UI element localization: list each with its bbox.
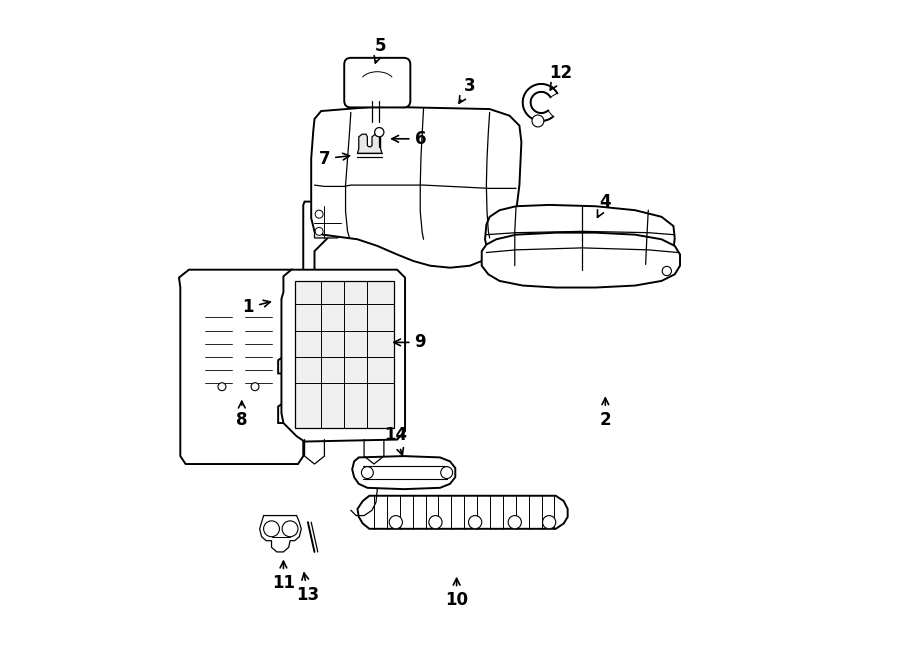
Circle shape xyxy=(374,128,384,137)
Text: 12: 12 xyxy=(550,63,572,90)
Circle shape xyxy=(362,467,374,479)
Text: 9: 9 xyxy=(394,333,426,352)
Circle shape xyxy=(315,210,323,218)
Text: 14: 14 xyxy=(384,426,408,455)
Polygon shape xyxy=(485,205,675,271)
Text: 11: 11 xyxy=(272,561,295,592)
Circle shape xyxy=(315,227,323,235)
Circle shape xyxy=(532,115,544,127)
Circle shape xyxy=(251,383,259,391)
Polygon shape xyxy=(294,281,394,428)
Text: 5: 5 xyxy=(374,37,386,63)
Polygon shape xyxy=(311,107,521,268)
FancyBboxPatch shape xyxy=(344,58,410,107)
Polygon shape xyxy=(259,516,302,552)
Text: 10: 10 xyxy=(446,578,468,609)
Circle shape xyxy=(508,516,521,529)
Circle shape xyxy=(543,516,556,529)
Text: 7: 7 xyxy=(319,149,349,168)
Circle shape xyxy=(264,521,280,537)
Text: 13: 13 xyxy=(296,573,320,604)
Text: 3: 3 xyxy=(459,77,475,103)
Text: 8: 8 xyxy=(236,401,248,429)
Circle shape xyxy=(389,516,402,529)
Circle shape xyxy=(662,266,671,276)
Text: 6: 6 xyxy=(392,130,426,148)
Polygon shape xyxy=(482,233,680,288)
Circle shape xyxy=(428,516,442,529)
Circle shape xyxy=(282,521,298,537)
Polygon shape xyxy=(282,270,405,442)
Polygon shape xyxy=(352,456,455,489)
Polygon shape xyxy=(179,270,303,464)
Polygon shape xyxy=(523,84,557,121)
Text: 1: 1 xyxy=(243,298,270,317)
Polygon shape xyxy=(357,496,568,529)
Text: 4: 4 xyxy=(598,192,611,217)
Polygon shape xyxy=(314,206,341,238)
Circle shape xyxy=(441,467,453,479)
Polygon shape xyxy=(303,202,328,278)
Polygon shape xyxy=(357,134,382,153)
Circle shape xyxy=(218,383,226,391)
Text: 2: 2 xyxy=(599,398,611,429)
Circle shape xyxy=(469,516,482,529)
